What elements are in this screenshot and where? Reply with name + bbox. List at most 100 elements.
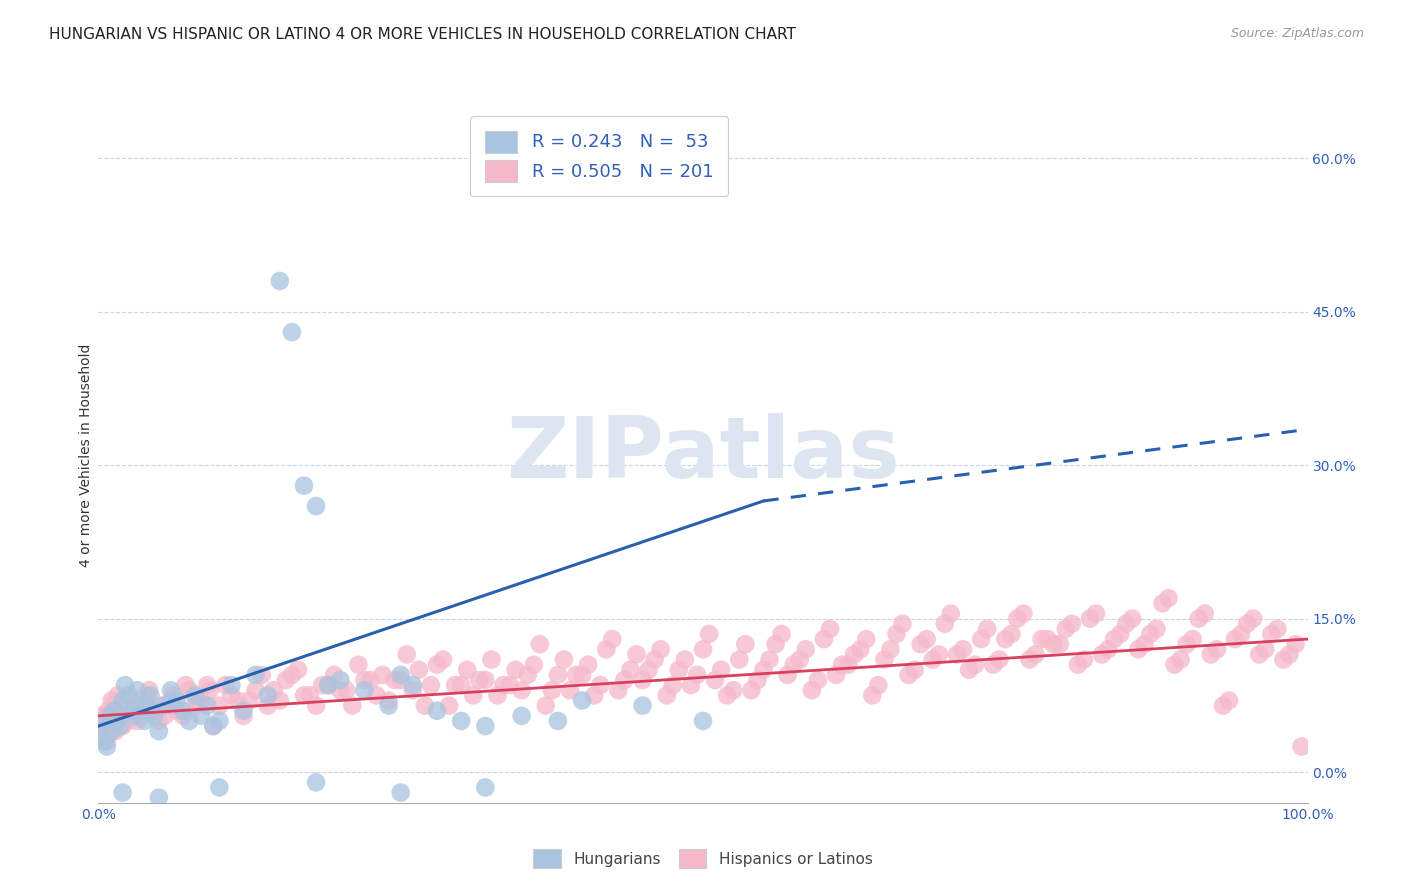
Point <box>1042 637 1064 651</box>
Point <box>860 689 883 703</box>
Point <box>179 714 201 728</box>
Point <box>910 637 932 651</box>
Point <box>148 724 170 739</box>
Point <box>129 698 152 713</box>
Point <box>583 689 606 703</box>
Point <box>770 627 793 641</box>
Point <box>214 678 236 692</box>
Point <box>166 693 188 707</box>
Point <box>1097 642 1119 657</box>
Point <box>921 652 943 666</box>
Point <box>353 683 375 698</box>
Point <box>105 714 128 728</box>
Point <box>571 668 593 682</box>
Point <box>626 648 648 662</box>
Point <box>281 325 304 339</box>
Point <box>153 698 176 713</box>
Point <box>523 657 546 672</box>
Point <box>335 683 357 698</box>
Point <box>1152 596 1174 610</box>
Point <box>450 678 472 692</box>
Point <box>1000 627 1022 641</box>
Point <box>91 719 114 733</box>
Point <box>198 683 221 698</box>
Point <box>444 678 467 692</box>
Point <box>650 642 672 657</box>
Point <box>679 678 702 692</box>
Point <box>1284 637 1306 651</box>
Point <box>565 668 588 682</box>
Point <box>402 678 425 692</box>
Point <box>486 689 509 703</box>
Point <box>692 714 714 728</box>
Point <box>347 657 370 672</box>
Point <box>97 704 120 718</box>
Point <box>547 668 569 682</box>
Point <box>728 652 751 666</box>
Point <box>426 704 449 718</box>
Point <box>631 673 654 687</box>
Point <box>1157 591 1180 606</box>
Point <box>323 668 346 682</box>
Point <box>124 708 146 723</box>
Point <box>139 689 162 703</box>
Point <box>221 689 243 703</box>
Point <box>1199 648 1222 662</box>
Point <box>855 632 877 646</box>
Point <box>232 708 254 723</box>
Point <box>1121 612 1143 626</box>
Point <box>1018 652 1040 666</box>
Point <box>129 708 152 723</box>
Point <box>818 622 841 636</box>
Point <box>1230 627 1253 641</box>
Point <box>94 729 117 743</box>
Point <box>384 673 406 687</box>
Point <box>456 663 478 677</box>
Point <box>281 668 304 682</box>
Point <box>1206 642 1229 657</box>
Point <box>389 786 412 800</box>
Point <box>1175 637 1198 651</box>
Point <box>1291 739 1313 754</box>
Point <box>463 689 485 703</box>
Point <box>873 652 896 666</box>
Point <box>716 689 738 703</box>
Point <box>747 673 769 687</box>
Point <box>360 673 382 687</box>
Point <box>510 683 533 698</box>
Point <box>928 648 950 662</box>
Point <box>558 683 581 698</box>
Point <box>115 704 138 718</box>
Point <box>644 652 666 666</box>
Point <box>849 642 872 657</box>
Point <box>776 668 799 682</box>
Point <box>1078 612 1101 626</box>
Point <box>946 648 969 662</box>
Point <box>1031 632 1053 646</box>
Point <box>1163 657 1185 672</box>
Point <box>408 663 430 677</box>
Point <box>1218 693 1240 707</box>
Point <box>160 683 183 698</box>
Point <box>481 652 503 666</box>
Point <box>934 616 956 631</box>
Point <box>1170 652 1192 666</box>
Point <box>111 693 134 707</box>
Point <box>516 668 538 682</box>
Point <box>91 719 114 733</box>
Point <box>202 719 225 733</box>
Legend: Hungarians, Hispanics or Latinos: Hungarians, Hispanics or Latinos <box>526 841 880 875</box>
Point <box>162 689 184 703</box>
Point <box>697 627 720 641</box>
Point <box>1249 648 1271 662</box>
Point <box>184 698 207 713</box>
Point <box>172 708 194 723</box>
Point <box>474 719 496 733</box>
Point <box>377 698 399 713</box>
Point <box>534 698 557 713</box>
Point <box>765 637 787 651</box>
Point <box>142 704 165 718</box>
Point <box>153 708 176 723</box>
Point <box>673 652 696 666</box>
Point <box>135 689 157 703</box>
